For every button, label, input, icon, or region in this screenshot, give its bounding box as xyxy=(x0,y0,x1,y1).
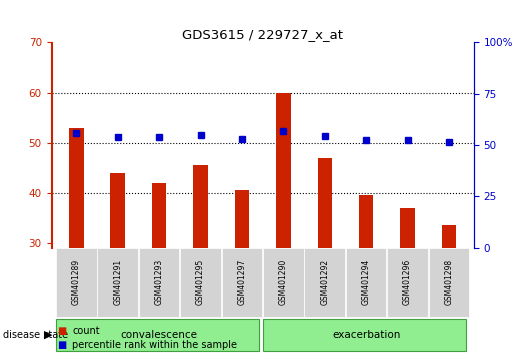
Bar xyxy=(276,92,290,248)
Bar xyxy=(69,127,83,248)
FancyBboxPatch shape xyxy=(97,248,138,317)
Text: GSM401297: GSM401297 xyxy=(237,259,247,306)
FancyBboxPatch shape xyxy=(263,248,304,317)
Bar xyxy=(359,195,373,248)
Title: GDS3615 / 229727_x_at: GDS3615 / 229727_x_at xyxy=(182,28,343,41)
Text: disease state: disease state xyxy=(3,330,67,340)
FancyBboxPatch shape xyxy=(263,319,466,351)
Text: GSM401291: GSM401291 xyxy=(113,259,122,306)
Bar xyxy=(111,173,125,248)
Text: ■: ■ xyxy=(57,340,66,350)
Bar xyxy=(152,183,166,248)
FancyBboxPatch shape xyxy=(56,248,97,317)
Text: ■: ■ xyxy=(57,326,66,336)
Text: exacerbation: exacerbation xyxy=(332,330,400,340)
Bar xyxy=(235,190,249,248)
FancyBboxPatch shape xyxy=(346,248,386,317)
FancyBboxPatch shape xyxy=(428,248,469,317)
Text: count: count xyxy=(72,326,100,336)
Bar xyxy=(442,225,456,248)
FancyBboxPatch shape xyxy=(221,248,262,317)
Text: convalescence: convalescence xyxy=(121,330,198,340)
Bar xyxy=(318,158,332,248)
FancyBboxPatch shape xyxy=(56,319,259,351)
Text: percentile rank within the sample: percentile rank within the sample xyxy=(72,340,237,350)
FancyBboxPatch shape xyxy=(304,248,345,317)
Text: ▶: ▶ xyxy=(44,330,53,340)
Text: GSM401290: GSM401290 xyxy=(279,259,288,306)
Text: GSM401294: GSM401294 xyxy=(362,259,371,306)
Bar xyxy=(400,208,415,248)
Text: GSM401293: GSM401293 xyxy=(154,259,164,306)
FancyBboxPatch shape xyxy=(180,248,221,317)
Text: GSM401296: GSM401296 xyxy=(403,259,412,306)
Text: GSM401292: GSM401292 xyxy=(320,259,329,306)
FancyBboxPatch shape xyxy=(139,248,179,317)
Bar xyxy=(193,165,208,248)
Text: GSM401298: GSM401298 xyxy=(444,259,454,306)
Text: GSM401289: GSM401289 xyxy=(72,259,81,306)
Text: GSM401295: GSM401295 xyxy=(196,259,205,306)
FancyBboxPatch shape xyxy=(387,248,428,317)
